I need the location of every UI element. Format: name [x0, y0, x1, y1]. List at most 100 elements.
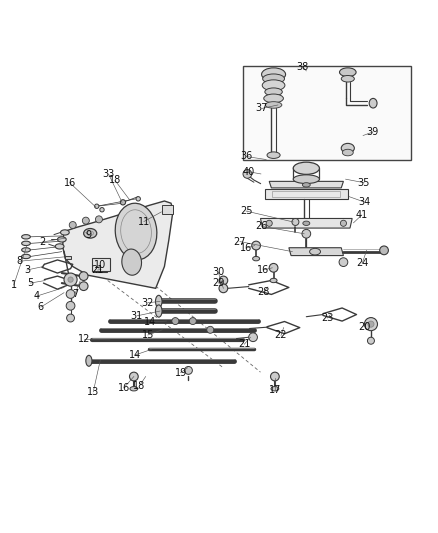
Text: 38: 38 — [297, 62, 309, 72]
Ellipse shape — [293, 162, 319, 174]
Circle shape — [249, 333, 258, 342]
Circle shape — [340, 220, 346, 227]
Circle shape — [207, 326, 214, 333]
Ellipse shape — [57, 237, 66, 242]
Text: 33: 33 — [102, 169, 115, 179]
Text: 4: 4 — [33, 291, 39, 301]
Bar — [65, 256, 71, 259]
Ellipse shape — [84, 229, 97, 238]
Text: 16: 16 — [64, 177, 76, 188]
Bar — [96, 264, 107, 272]
Circle shape — [269, 263, 278, 272]
Ellipse shape — [95, 204, 99, 208]
Text: 20: 20 — [358, 322, 370, 332]
Bar — [92, 258, 110, 271]
Text: 40: 40 — [243, 167, 255, 177]
Text: 22: 22 — [275, 330, 287, 341]
Ellipse shape — [262, 80, 285, 91]
Text: 35: 35 — [358, 177, 370, 188]
Circle shape — [364, 318, 378, 330]
Circle shape — [189, 318, 196, 325]
Text: 16: 16 — [240, 243, 252, 253]
Text: 19: 19 — [174, 368, 187, 377]
Polygon shape — [269, 181, 343, 188]
Circle shape — [271, 372, 279, 381]
Text: 6: 6 — [38, 302, 44, 312]
Ellipse shape — [343, 149, 353, 156]
Ellipse shape — [130, 386, 138, 391]
Ellipse shape — [155, 295, 162, 308]
Text: 18: 18 — [134, 381, 146, 391]
Polygon shape — [289, 248, 343, 256]
Circle shape — [69, 222, 76, 229]
Text: 10: 10 — [94, 260, 106, 270]
Ellipse shape — [302, 183, 310, 187]
Ellipse shape — [265, 102, 282, 108]
Text: 3: 3 — [24, 265, 30, 275]
Bar — [243, 66, 411, 159]
Ellipse shape — [115, 203, 157, 260]
Circle shape — [82, 217, 89, 224]
Ellipse shape — [265, 88, 283, 96]
Text: 11: 11 — [138, 216, 150, 227]
Circle shape — [368, 321, 374, 327]
Ellipse shape — [120, 200, 126, 205]
Text: 25: 25 — [240, 206, 252, 216]
Text: 8: 8 — [16, 256, 22, 266]
Text: 21: 21 — [92, 265, 104, 275]
Circle shape — [302, 229, 311, 238]
Text: 16: 16 — [258, 265, 270, 275]
Ellipse shape — [261, 68, 286, 81]
Text: 15: 15 — [141, 330, 154, 340]
Text: 2: 2 — [39, 237, 45, 247]
Text: 31: 31 — [131, 311, 143, 321]
Ellipse shape — [264, 94, 283, 103]
Text: 21: 21 — [238, 339, 251, 349]
Text: 30: 30 — [212, 266, 224, 277]
Circle shape — [66, 302, 75, 310]
Text: 1: 1 — [11, 280, 17, 290]
Ellipse shape — [55, 244, 64, 249]
Circle shape — [219, 276, 228, 285]
Circle shape — [219, 284, 228, 293]
Ellipse shape — [136, 197, 141, 201]
Circle shape — [243, 169, 252, 179]
Text: 36: 36 — [240, 151, 252, 161]
Ellipse shape — [339, 68, 356, 77]
Text: 13: 13 — [87, 387, 99, 397]
Ellipse shape — [21, 235, 30, 239]
Text: 34: 34 — [358, 197, 370, 207]
Circle shape — [66, 289, 75, 298]
Text: 16: 16 — [118, 383, 130, 393]
Text: 9: 9 — [86, 230, 92, 240]
Ellipse shape — [369, 99, 377, 108]
Text: 14: 14 — [129, 350, 141, 360]
Circle shape — [184, 367, 192, 374]
Ellipse shape — [263, 74, 285, 84]
Text: 41: 41 — [356, 210, 368, 220]
Text: 24: 24 — [356, 259, 368, 269]
Text: 37: 37 — [256, 103, 268, 114]
Ellipse shape — [341, 76, 354, 82]
Circle shape — [79, 272, 88, 280]
Text: 12: 12 — [78, 334, 91, 344]
Polygon shape — [63, 201, 173, 288]
Circle shape — [339, 258, 348, 266]
Text: 7: 7 — [72, 289, 78, 299]
Circle shape — [292, 219, 299, 225]
Ellipse shape — [271, 386, 279, 391]
Ellipse shape — [253, 256, 260, 261]
Text: 28: 28 — [258, 287, 270, 297]
Text: 27: 27 — [234, 237, 246, 247]
Ellipse shape — [270, 278, 277, 282]
Ellipse shape — [21, 254, 30, 259]
Polygon shape — [265, 189, 348, 199]
Ellipse shape — [100, 207, 104, 212]
Text: 14: 14 — [144, 317, 156, 327]
Circle shape — [380, 246, 389, 255]
Ellipse shape — [21, 241, 30, 246]
Circle shape — [130, 372, 138, 381]
Circle shape — [367, 337, 374, 344]
Circle shape — [68, 277, 73, 282]
Ellipse shape — [122, 249, 141, 275]
